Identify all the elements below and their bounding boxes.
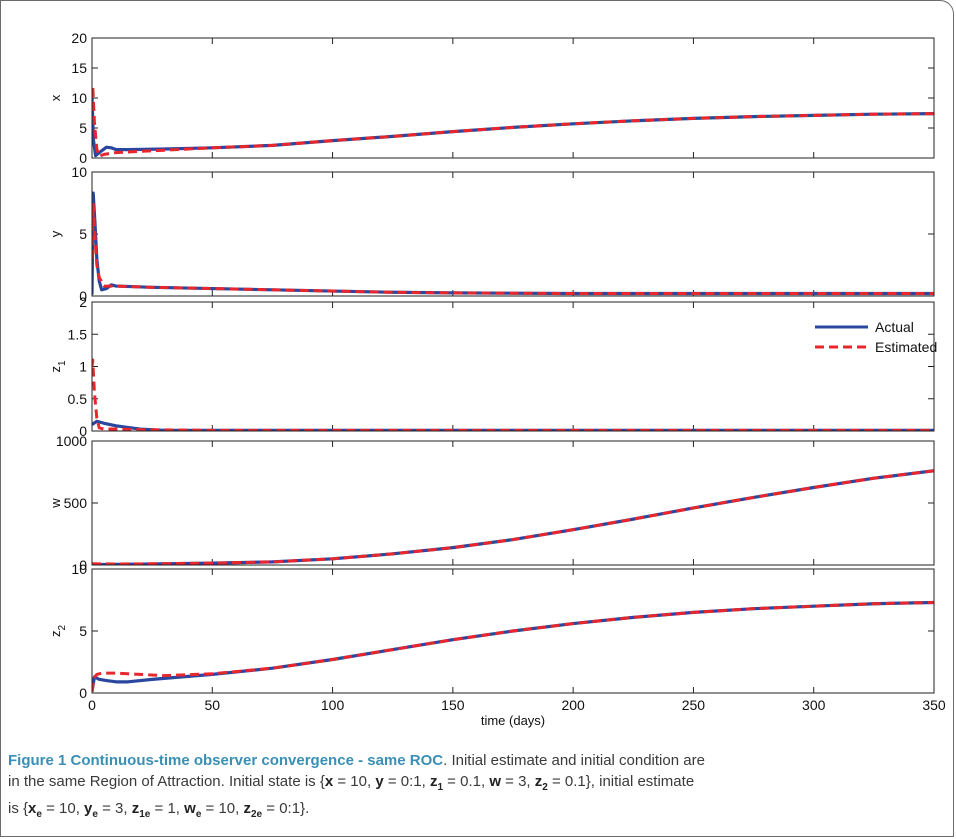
y-axis-label: z2 [48, 625, 68, 638]
x-tick-label: 300 [802, 697, 826, 713]
x-tick-label: 100 [321, 697, 345, 713]
axes-frame [91, 568, 935, 694]
y-tick-label: 10 [71, 90, 87, 106]
state-subscript-4: 2 [542, 782, 548, 793]
legend-label-actual: Actual [875, 319, 914, 335]
figure-caption: Figure 1 Continuous-time observer conver… [8, 750, 948, 825]
state-symbol-2: z1 [429, 773, 444, 793]
axes-frame [91, 171, 935, 297]
axes-frame [91, 301, 935, 432]
y-tick-label: 0.5 [68, 391, 88, 407]
caption-line-1: Figure 1 Continuous-time observer conver… [8, 750, 948, 771]
y-tick-label: 10 [71, 561, 87, 577]
estimate-symbol-2: z1e [131, 800, 151, 820]
y-tick-label: 0 [79, 288, 87, 304]
state-symbol-0: x [324, 773, 334, 790]
y-tick-label: 5 [79, 623, 87, 639]
y-tick-label: 0 [79, 150, 87, 166]
estimate-subscript-4: 2e [251, 809, 263, 820]
initial-estimate-values: xe = 10, ye = 3, z1e = 1, we = 10, z2e =… [28, 800, 310, 820]
x-axis-label: time (days) [481, 713, 545, 728]
caption-text-1: . Initial estimate and initial condition… [443, 752, 705, 769]
y-tick-label: 10 [71, 164, 87, 180]
series-line-estimated [92, 358, 934, 431]
y-axis-label-subscript: 2 [57, 625, 68, 631]
axes-frame [91, 440, 935, 566]
y-tick-label: 0 [79, 423, 87, 439]
x-tick-label: 0 [88, 697, 96, 713]
series-line-actual [92, 469, 934, 565]
estimate-symbol-1: ye [84, 800, 98, 820]
series-line-estimated [92, 469, 934, 565]
caption-text-3: is { [8, 800, 29, 817]
y-tick-label: 0 [79, 557, 87, 573]
state-value-2: = 0.1, [443, 773, 490, 790]
series-line-estimated [92, 201, 934, 296]
y-tick-label: 2 [79, 294, 87, 310]
caption-line-3: is {xe = 10, ye = 3, z1e = 1, we = 10, z… [8, 798, 948, 825]
series-line-estimated [92, 600, 934, 692]
estimate-subscript-1: e [92, 809, 98, 820]
state-subscript-2: 1 [437, 782, 444, 793]
caption-line-2: in the same Region of Attraction. Initia… [8, 771, 948, 798]
axes-frame [91, 37, 935, 159]
y-axis-label: w [48, 498, 63, 509]
x-tick-label: 350 [922, 697, 946, 713]
y-tick-label: 1 [79, 359, 87, 375]
legend: Actual Estimated [815, 319, 937, 355]
estimate-value-0: = 10, [41, 800, 85, 817]
y-axis-label: y [48, 230, 63, 237]
y-tick-label: 5 [79, 226, 87, 242]
caption-title: Figure 1 Continuous-time observer conver… [8, 752, 444, 769]
estimate-symbol-3: we [184, 800, 202, 820]
subplot-2: 0 5 10 y [48, 164, 935, 304]
subplot-5: 0 5 10 z2 0 50 100 150 200 250 300 350 time (days) [48, 561, 946, 728]
state-symbol-4: z2 [534, 773, 548, 793]
state-value-0: = 10, [333, 773, 376, 790]
estimate-value-2: = 1, [150, 800, 185, 817]
legend-label-estimated: Estimated [875, 339, 937, 355]
x-tick-label: 150 [441, 697, 465, 713]
estimate-value-4: = 0:1}. [262, 800, 310, 817]
series-line-actual [92, 191, 934, 296]
x-tick-label: 250 [682, 697, 706, 713]
x-tick-label: 200 [561, 697, 585, 713]
y-axis-label: z1 [48, 360, 68, 373]
y-tick-label: 15 [71, 60, 87, 76]
y-tick-label: 1.5 [68, 326, 88, 342]
state-value-3: = 3, [500, 773, 535, 790]
state-value-4: = 0.1}, initial estimate [547, 773, 695, 790]
state-symbol-1: y [375, 773, 384, 790]
y-axis-label-subscript: 1 [57, 360, 68, 366]
subplot-4: 0 500 1000 w [48, 433, 935, 573]
y-axis-label: x [48, 94, 63, 101]
series-line-estimated [92, 84, 934, 158]
estimate-value-1: = 3, [97, 800, 132, 817]
y-tick-label: 500 [64, 495, 88, 511]
estimate-subscript-0: e [36, 809, 42, 820]
state-symbol-3: w [489, 773, 501, 790]
state-value-1: = 0:1, [383, 773, 430, 790]
estimate-symbol-4: z2e [243, 800, 263, 820]
estimate-subscript-3: e [195, 809, 202, 820]
series-line-actual [92, 600, 934, 693]
figure-plots: 05101520x0510y00.511.52z1ActualEstimated… [48, 30, 946, 728]
y-tick-label: 20 [71, 30, 87, 46]
initial-state-values: x = 10, y = 0:1, z1 = 0.1, w = 3, z2 = 0… [324, 773, 695, 793]
estimate-value-3: = 10, [201, 800, 244, 817]
x-tick-label: 50 [204, 697, 220, 713]
y-tick-label: 0 [79, 685, 87, 701]
caption-text-2: in the same Region of Attraction. Initia… [8, 773, 325, 790]
y-tick-label: 1000 [56, 433, 87, 449]
estimate-subscript-2: 1e [139, 809, 151, 820]
series-line-actual [92, 419, 934, 431]
estimate-symbol-0: xe [28, 800, 42, 820]
subplot-3: 0 0.5 1 1.5 2 z1 Actual Estimated [48, 294, 937, 439]
y-tick-label: 5 [79, 120, 87, 136]
subplot-1: 0 5 10 15 20 x [48, 30, 935, 166]
